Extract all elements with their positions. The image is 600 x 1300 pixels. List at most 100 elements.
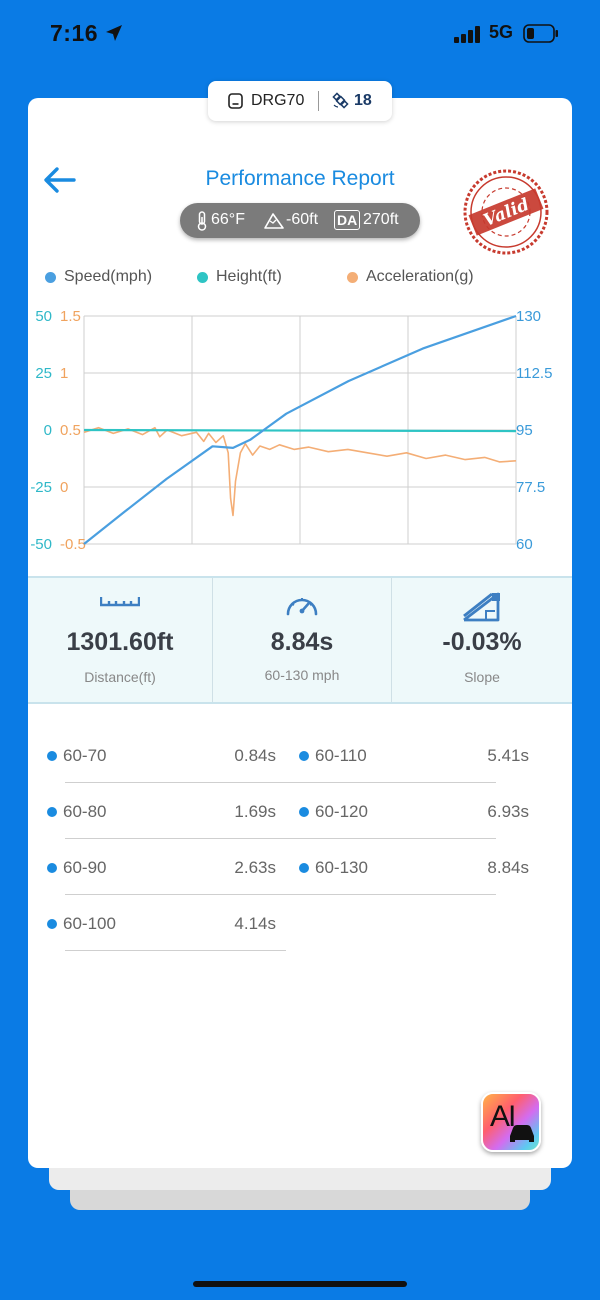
signal-icon	[454, 26, 484, 43]
split-row: 60-80 1.69s	[47, 788, 286, 844]
mountain-icon	[264, 213, 284, 229]
split-range: 60-130	[315, 858, 368, 877]
stat-value: 8.84s	[270, 628, 334, 656]
stat-label: Distance(ft)	[84, 669, 156, 685]
conditions-pill: 66°F -60ft DA 270ft	[180, 203, 420, 238]
height-tick-label: -25	[30, 479, 52, 496]
page-title: Performance Report	[205, 167, 395, 190]
divider	[212, 578, 213, 702]
slope-icon	[463, 592, 500, 622]
split-range: 60-70	[63, 746, 107, 765]
network-type: 5G	[489, 22, 514, 42]
speed-tick-label: 95	[516, 422, 533, 439]
stat-value: 1301.60ft	[66, 628, 174, 656]
split-dot	[299, 751, 309, 761]
device-name: DRG70	[251, 92, 305, 109]
split-time: 6.93s	[487, 802, 529, 821]
split-row: 60-100 4.14s	[47, 900, 286, 956]
status-time: 7:16	[50, 20, 99, 46]
split-dot	[47, 919, 57, 929]
stat-distance: 1301.60ft Distance(ft)	[28, 578, 212, 702]
location-arrow-icon	[106, 25, 122, 41]
accel-tick-label: 1.5	[60, 308, 81, 325]
split-dot	[47, 751, 57, 761]
legend-label: Speed(mph)	[64, 268, 153, 285]
series-speed-line	[83, 314, 517, 545]
ai-label: AI	[490, 1100, 516, 1133]
satellite-count: 18	[354, 92, 372, 109]
series-height-line	[83, 428, 517, 433]
height-tick-label: -50	[30, 536, 52, 553]
ai-assistant-button[interactable]: AI	[481, 1092, 541, 1152]
split-time: 2.63s	[234, 858, 276, 877]
split-time: 1.69s	[234, 802, 276, 821]
split-row: 60-130 8.84s	[67, 844, 529, 900]
split-dot	[47, 863, 57, 873]
split-row: 60-70 0.84s	[47, 732, 286, 788]
accel-tick-label: 0	[60, 479, 68, 496]
legend-label: Acceleration(g)	[366, 268, 474, 285]
device-pill[interactable]: DRG70 18	[208, 81, 392, 121]
split-dot	[299, 807, 309, 817]
divider	[67, 838, 496, 839]
density-altitude: 270ft	[363, 211, 399, 228]
accel-tick-label: 1	[60, 365, 68, 382]
stat-time: 8.84s 60-130 mph	[213, 578, 391, 702]
divider	[65, 950, 286, 951]
accel-tick-label: 0.5	[60, 422, 81, 439]
legend-dot	[45, 272, 56, 283]
valid-stamp: Valid	[463, 169, 549, 255]
ruler-icon	[100, 597, 140, 607]
stat-slope: -0.03% Slope	[392, 578, 572, 702]
divider	[67, 782, 496, 783]
speedometer-icon	[286, 598, 318, 616]
split-row: 60-90 2.63s	[47, 844, 286, 900]
split-row: 60-110 5.41s	[67, 732, 529, 788]
battery-icon	[523, 24, 558, 43]
speed-tick-label: 130	[516, 308, 541, 325]
legend-label: Height(ft)	[216, 268, 282, 285]
speed-tick-label: 77.5	[516, 479, 545, 496]
stat-label: Slope	[464, 669, 500, 685]
legend-dot	[197, 272, 208, 283]
speed-tick-label: 60	[516, 536, 533, 553]
home-indicator[interactable]	[193, 1281, 407, 1287]
car-icon	[510, 1125, 534, 1142]
series-accel-line	[83, 426, 517, 517]
chart-legend: Speed(mph) Height(ft) Acceleration(g)	[28, 268, 572, 292]
stat-label: 60-130 mph	[264, 667, 340, 683]
thermometer-icon	[197, 211, 207, 231]
temperature: 66°F	[211, 211, 245, 228]
split-time: 4.14s	[234, 914, 276, 933]
split-row: 60-120 6.93s	[67, 788, 529, 844]
divider	[67, 894, 496, 895]
da-badge: DA	[334, 210, 361, 230]
speed-tick-label: 112.5	[516, 365, 552, 382]
altitude: -60ft	[286, 211, 319, 228]
satellite-icon	[332, 92, 349, 109]
split-range: 60-110	[315, 746, 367, 765]
accel-tick-label: -0.5	[60, 536, 86, 553]
split-time: 0.84s	[234, 746, 276, 765]
split-time: 5.41s	[487, 746, 529, 765]
height-tick-label: 0	[44, 422, 52, 439]
status-bar: 7:16 5G	[0, 0, 600, 70]
stat-value: -0.03%	[442, 628, 522, 656]
divider	[318, 91, 319, 111]
device-icon	[228, 93, 243, 109]
split-dot	[47, 807, 57, 817]
divider	[391, 578, 392, 702]
split-range: 60-120	[315, 802, 368, 821]
split-time: 8.84s	[487, 858, 529, 877]
stats-panel: 1301.60ft Distance(ft) 8.84s 60-130 mph …	[28, 576, 572, 704]
back-arrow-icon[interactable]	[40, 164, 80, 196]
split-dot	[299, 863, 309, 873]
height-tick-label: 50	[35, 308, 52, 325]
height-tick-label: 25	[35, 365, 52, 382]
performance-chart: 50 25 0 -25 -50 1.5 1 0.5 0 -0.5 130 112.5 95 77.5 60	[30, 308, 552, 553]
performance-report-card: Performance Report 66°F -60ft DA 270ft V…	[28, 98, 572, 1168]
legend-dot	[347, 272, 358, 283]
split-range: 60-90	[63, 858, 107, 877]
split-range: 60-80	[63, 802, 107, 821]
split-range: 60-100	[63, 914, 116, 933]
